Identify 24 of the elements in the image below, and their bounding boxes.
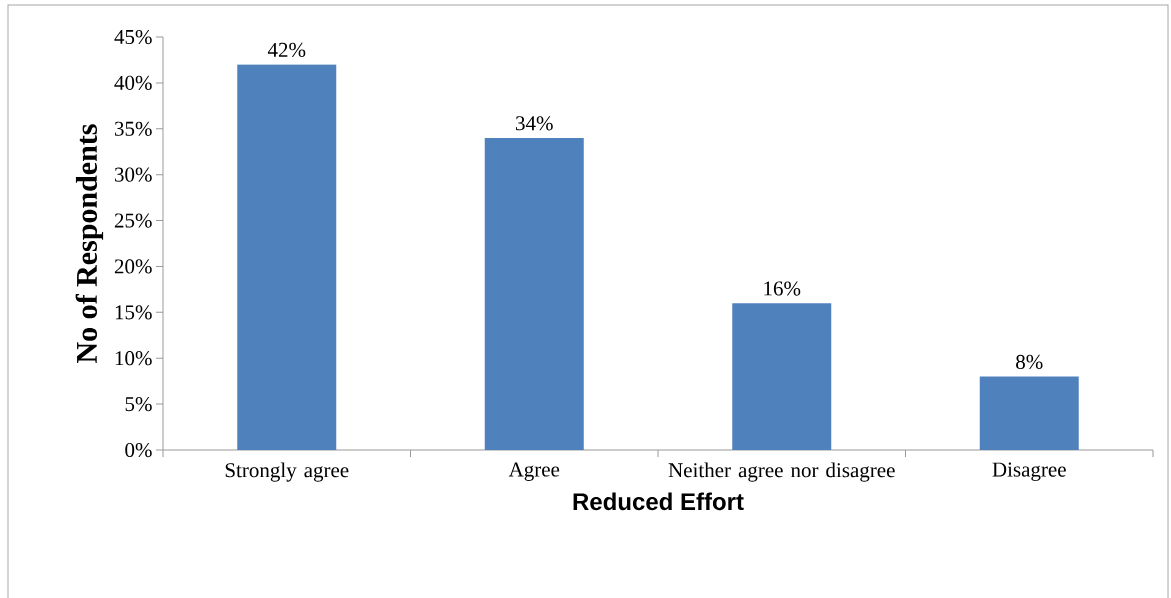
y-tick-label: 35% — [114, 121, 152, 136]
bar — [979, 376, 1079, 450]
y-tick-label: 5% — [125, 397, 152, 412]
x-tick-label: Disagree — [992, 462, 1066, 481]
x-tick-label: Strongly agree — [225, 462, 349, 482]
x-axis-title: Reduced Effort — [573, 492, 744, 511]
data-label: 16% — [764, 281, 801, 296]
y-tick-label: 45% — [114, 29, 152, 45]
y-axis-title: No of Respondents — [75, 124, 104, 363]
y-tick-label: 25% — [114, 213, 152, 228]
y-tick-label: 20% — [114, 259, 152, 274]
bar — [732, 303, 832, 450]
bar — [484, 137, 584, 450]
y-tick-label: 0% — [125, 442, 152, 458]
x-tick-label: Agree — [508, 462, 560, 481]
data-label: 34% — [516, 116, 553, 131]
x-tick-label: Neither agree nor disagree — [668, 462, 895, 482]
data-label: 8% — [1016, 354, 1043, 370]
y-tick-label: 40% — [114, 75, 152, 91]
y-tick-label: 30% — [114, 167, 152, 182]
bar — [237, 64, 337, 450]
data-label: 42% — [267, 42, 306, 58]
y-tick-label: 10% — [115, 351, 152, 366]
y-tick-label: 15% — [115, 305, 152, 320]
